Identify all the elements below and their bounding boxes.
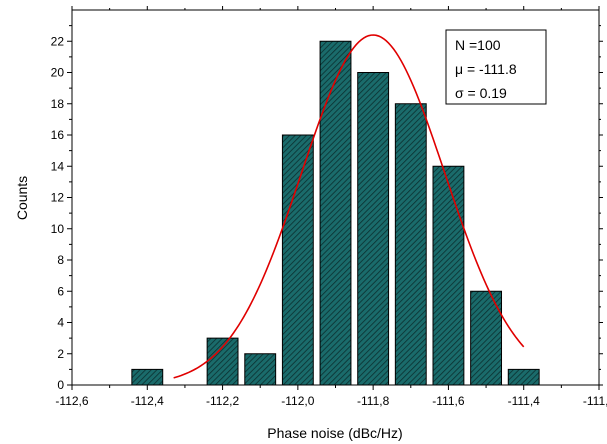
y-tick-label: 8: [57, 253, 64, 267]
fit-group: [173, 34, 525, 379]
y-tick-label: 22: [51, 34, 65, 48]
histogram-bar: [244, 353, 277, 386]
bars-group: [131, 40, 540, 386]
x-tick-label: -111,4: [508, 394, 541, 408]
histogram-bar: [394, 103, 427, 386]
histogram-bar: [131, 368, 164, 386]
y-tick-label: 16: [51, 128, 65, 142]
y-axis-ticks: 0 2 4 6 8 10 12 14 16 18 20 22: [51, 25, 603, 392]
y-tick-label: 4: [57, 316, 64, 330]
stats-sigma: σ = 0.19: [455, 85, 507, 101]
y-tick-label: 18: [51, 97, 65, 111]
histogram-bar: [281, 134, 314, 386]
gaussian-fit-line: [173, 34, 525, 379]
stats-box: N =100 μ = -111.8 σ = 0.19: [445, 29, 547, 105]
x-tick-label: -112,4: [131, 394, 164, 408]
stats-n: N =100: [455, 37, 501, 53]
y-axis-title: Counts: [14, 176, 30, 220]
y-tick-label: 10: [51, 222, 65, 236]
y-tick-label: 14: [51, 159, 65, 173]
stats-box-frame: [445, 29, 547, 105]
histogram-bar: [206, 337, 239, 386]
histogram-bar: [432, 165, 465, 386]
x-tick-label: -111,6: [432, 394, 465, 408]
x-axis-ticks: -112,6 -112,4 -112,2 -112,0 -111,8 -111,6 -111…: [55, 6, 607, 408]
histogram-bar: [507, 368, 540, 386]
x-tick-label: -111,2: [583, 394, 607, 408]
x-tick-label: -112,0: [281, 394, 314, 408]
y-tick-label: 20: [51, 66, 65, 80]
x-axis-title: Phase noise (dBc/Hz): [267, 425, 402, 441]
y-tick-label: 0: [57, 378, 64, 392]
histogram-bar: [357, 72, 390, 386]
histogram-bar: [319, 40, 352, 386]
x-tick-label: -112,2: [206, 394, 239, 408]
y-tick-label: 12: [51, 191, 65, 205]
x-tick-label: -111,8: [357, 394, 390, 408]
y-tick-label: 6: [57, 284, 64, 298]
x-tick-label: -112,6: [55, 394, 88, 408]
y-tick-label: 2: [57, 347, 64, 361]
stats-mean: μ = -111.8: [455, 61, 517, 77]
